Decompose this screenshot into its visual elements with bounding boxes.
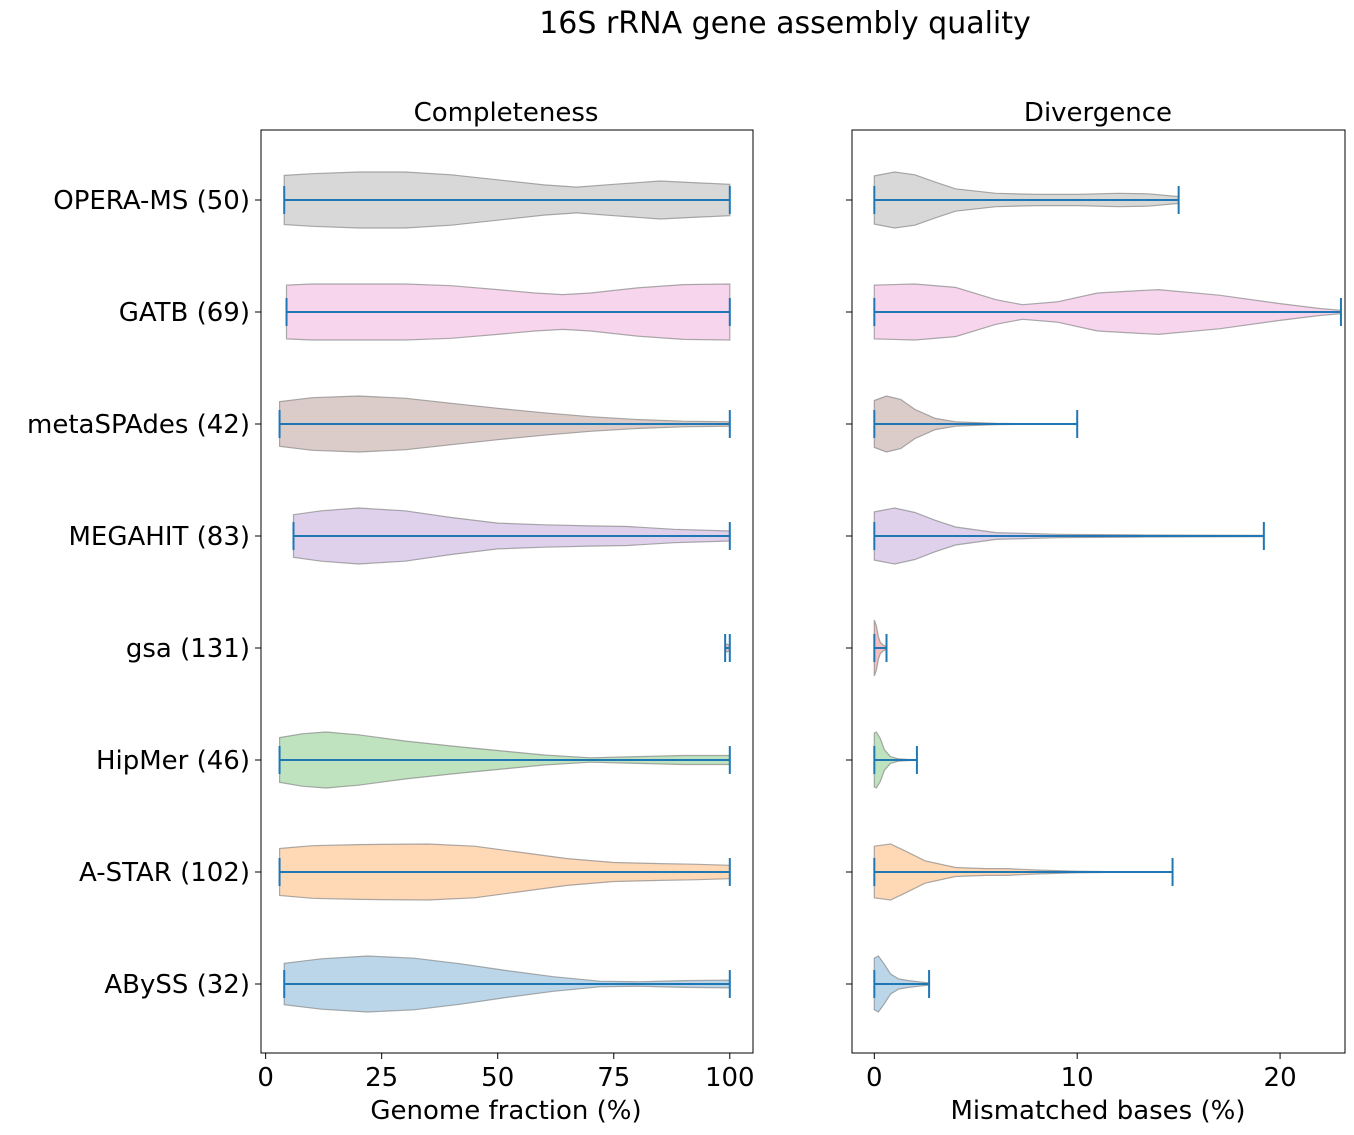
completeness-x-tick-label-1: 25 [365,1063,398,1093]
y-tick-label-3: MEGAHIT (83) [68,522,250,552]
y-tick-label-4: gsa (131) [126,634,250,664]
completeness-axes-frame [260,129,754,1054]
completeness-x-tick-label-0: 0 [257,1063,274,1093]
y-tick-label-7: ABySS (32) [104,970,250,1000]
completeness-panel: Completeness Genome fraction (%) 0 25 50 75… [27,98,755,1126]
divergence-x-axis-label: Mismatched bases (%) [951,1096,1246,1126]
divergence-panel: Divergence Mismatched bases (%) 0 10 20 [846,98,1346,1126]
divergence-x-tick-label-2: 20 [1264,1063,1297,1093]
y-tick-label-2: metaSPAdes (42) [27,410,250,440]
divergence-x-tick-label-1: 10 [1061,1063,1094,1093]
y-tick-label-5: HipMer (46) [96,746,250,776]
y-tick-label-6: A-STAR (102) [79,858,250,888]
completeness-x-tick-label-3: 75 [597,1063,630,1093]
completeness-x-tick-label-4: 100 [705,1063,755,1093]
completeness-title: Completeness [414,98,599,128]
y-tick-label-0: OPERA-MS (50) [53,186,250,216]
figure-title: 16S rRNA gene assembly quality [539,6,1031,41]
completeness-x-tick-label-2: 50 [481,1063,514,1093]
y-tick-label-1: GATB (69) [119,298,250,328]
divergence-x-tick-label-0: 0 [866,1063,883,1093]
completeness-x-axis-label: Genome fraction (%) [370,1096,641,1126]
divergence-title: Divergence [1024,98,1172,128]
divergence-axes-frame [851,129,1346,1054]
